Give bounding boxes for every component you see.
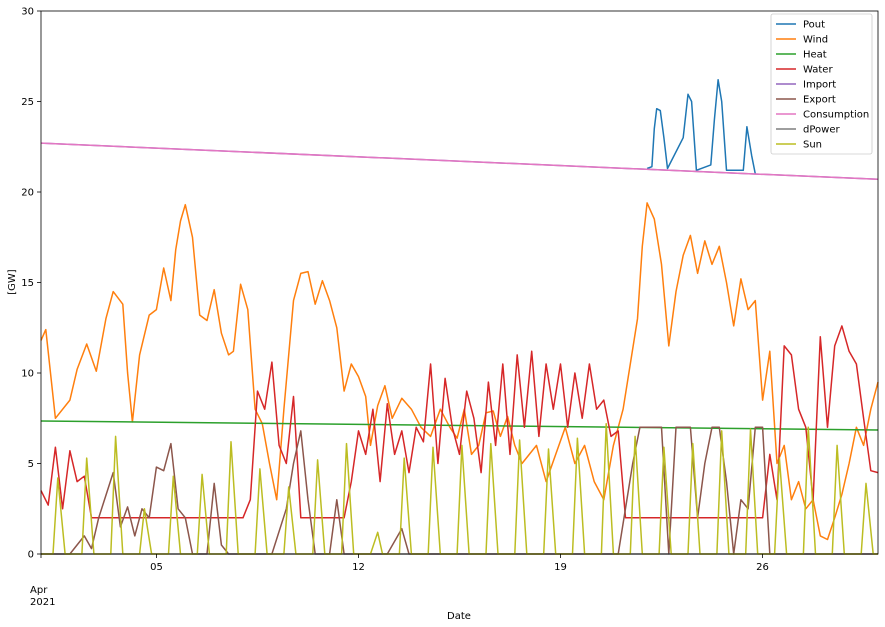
x-start-year-label: 2021	[30, 597, 55, 608]
legend-label-sun: Sun	[803, 140, 822, 151]
series-line-consumption	[40, 142, 879, 181]
y-tick-label: 25	[21, 97, 34, 108]
x-start-month-label: Apr	[30, 585, 48, 596]
x-tick-label: 26	[756, 562, 769, 573]
x-tick-label: 19	[554, 562, 567, 573]
series-line-pout	[646, 79, 757, 175]
y-tick-label: 30	[21, 7, 34, 18]
legend-box	[770, 13, 873, 155]
legend-label-import: Import	[803, 80, 836, 91]
series-line-heat	[40, 420, 879, 431]
legend: Pout Wind Heat Water Import Export Consumption…	[770, 13, 873, 155]
x-axis: 05 12 19 26	[40, 554, 769, 573]
y-tick-label: 20	[21, 188, 34, 199]
legend-label-dpower: dPower	[803, 125, 840, 136]
legend-label-export: Export	[803, 95, 836, 106]
legend-label-wind: Wind	[803, 35, 828, 46]
legend-label-water: Water	[803, 65, 833, 76]
y-axis: 0 5 10 15 20 25 30	[21, 7, 41, 561]
series-line-wind	[40, 202, 879, 541]
legend-label-heat: Heat	[803, 50, 827, 61]
y-tick-label: 10	[21, 369, 34, 380]
x-tick-label: 12	[352, 562, 365, 573]
series-line-sun	[41, 422, 878, 555]
legend-items: Pout Wind Heat Water Import Export Consumption…	[776, 20, 869, 151]
y-tick-label: 15	[21, 278, 34, 289]
y-axis-title: [GW]	[7, 269, 18, 295]
x-tick-label: 05	[150, 562, 163, 573]
legend-label-consumption: Consumption	[803, 110, 869, 121]
x-axis-title: Date	[447, 611, 471, 622]
series-line-water	[40, 325, 879, 519]
legend-label-pout: Pout	[803, 20, 825, 31]
y-tick-label: 5	[28, 459, 34, 470]
y-tick-label: 0	[28, 550, 34, 561]
